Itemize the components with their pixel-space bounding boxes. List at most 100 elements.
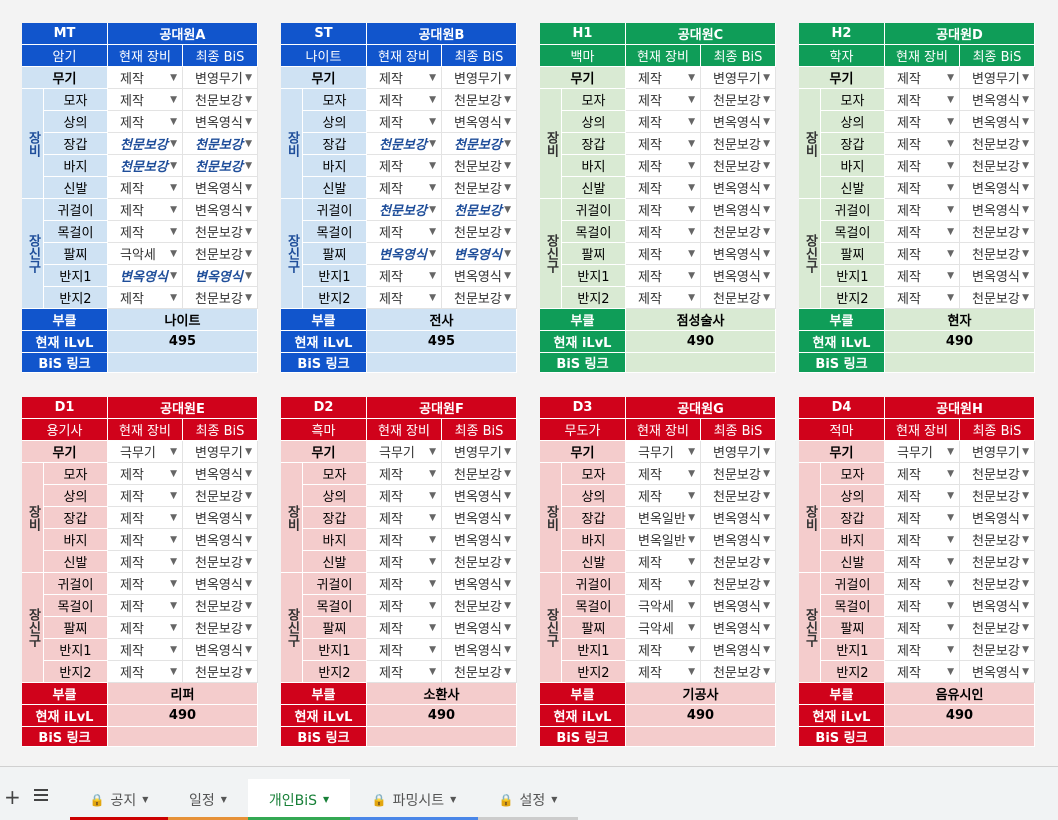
gear-dropdown[interactable]: 제작 ▼ bbox=[885, 177, 960, 199]
gear-dropdown[interactable]: 변옥영식 ▼ bbox=[960, 265, 1035, 287]
gear-dropdown[interactable]: 제작 ▼ bbox=[885, 463, 960, 485]
dropdown-arrow[interactable]: ▼ bbox=[1022, 226, 1029, 237]
dropdown-arrow[interactable]: ▼ bbox=[1022, 666, 1029, 677]
dropdown-arrow[interactable]: ▼ bbox=[947, 512, 954, 523]
gear-dropdown[interactable]: 변옥영식 ▼ bbox=[701, 617, 776, 639]
gear-dropdown[interactable]: 제작 ▼ bbox=[108, 529, 183, 551]
gear-dropdown[interactable]: 제작 ▼ bbox=[885, 287, 960, 309]
gear-dropdown[interactable]: 제작 ▼ bbox=[367, 551, 442, 573]
dropdown-arrow[interactable]: ▼ bbox=[429, 94, 436, 105]
dropdown-arrow[interactable]: ▼ bbox=[1022, 556, 1029, 567]
dropdown-arrow[interactable]: ▼ bbox=[763, 248, 770, 259]
add-sheet-button[interactable]: + bbox=[4, 785, 21, 809]
dropdown-arrow[interactable]: ▼ bbox=[245, 534, 252, 545]
dropdown-arrow[interactable]: ▼ bbox=[688, 138, 695, 149]
dropdown-arrow[interactable]: ▼ bbox=[170, 468, 177, 479]
dropdown-arrow[interactable]: ▼ bbox=[170, 116, 177, 127]
gear-dropdown[interactable]: 제작 ▼ bbox=[885, 133, 960, 155]
dropdown-arrow[interactable]: ▼ bbox=[170, 512, 177, 523]
dropdown-arrow[interactable]: ▼ bbox=[429, 270, 436, 281]
dropdown-arrow[interactable]: ▼ bbox=[504, 578, 511, 589]
dropdown-arrow[interactable]: ▼ bbox=[429, 622, 436, 633]
dropdown-arrow[interactable]: ▼ bbox=[763, 468, 770, 479]
dropdown-arrow[interactable]: ▼ bbox=[504, 534, 511, 545]
dropdown-arrow[interactable]: ▼ bbox=[763, 160, 770, 171]
dropdown-arrow[interactable]: ▼ bbox=[170, 644, 177, 655]
tab-menu-arrow[interactable]: ▼ bbox=[220, 795, 227, 804]
gear-dropdown[interactable]: 제작 ▼ bbox=[885, 111, 960, 133]
sheet-tab[interactable]: 🔒 설정 ▼ bbox=[478, 779, 578, 820]
dropdown-arrow[interactable]: ▼ bbox=[1022, 490, 1029, 501]
gear-dropdown[interactable]: 천문보강 ▼ bbox=[183, 155, 258, 177]
gear-dropdown[interactable]: 변옥영식 ▼ bbox=[960, 177, 1035, 199]
gear-dropdown[interactable]: 제작 ▼ bbox=[108, 595, 183, 617]
gear-dropdown[interactable]: 제작 ▼ bbox=[108, 221, 183, 243]
gear-dropdown[interactable]: 변영무기 ▼ bbox=[183, 441, 258, 463]
gear-dropdown[interactable]: 천문보강 ▼ bbox=[960, 639, 1035, 661]
dropdown-arrow[interactable]: ▼ bbox=[170, 534, 177, 545]
dropdown-arrow[interactable]: ▼ bbox=[245, 446, 252, 457]
gear-dropdown[interactable]: 제작 ▼ bbox=[367, 67, 442, 89]
gear-dropdown[interactable]: 제작 ▼ bbox=[626, 463, 701, 485]
dropdown-arrow[interactable]: ▼ bbox=[688, 600, 695, 611]
dropdown-arrow[interactable]: ▼ bbox=[504, 248, 511, 259]
gear-dropdown[interactable]: 제작 ▼ bbox=[885, 573, 960, 595]
gear-dropdown[interactable]: 제작 ▼ bbox=[367, 529, 442, 551]
gear-dropdown[interactable]: 제작 ▼ bbox=[108, 287, 183, 309]
dropdown-arrow[interactable]: ▼ bbox=[245, 226, 252, 237]
dropdown-arrow[interactable]: ▼ bbox=[1022, 72, 1029, 83]
gear-dropdown[interactable]: 변옥영식 ▼ bbox=[183, 639, 258, 661]
gear-dropdown[interactable]: 제작 ▼ bbox=[367, 155, 442, 177]
gear-dropdown[interactable]: 제작 ▼ bbox=[885, 199, 960, 221]
gear-dropdown[interactable]: 변옥영식 ▼ bbox=[701, 595, 776, 617]
all-sheets-button[interactable] bbox=[34, 789, 48, 801]
gear-dropdown[interactable]: 제작 ▼ bbox=[885, 67, 960, 89]
gear-dropdown[interactable]: 변옥영식 ▼ bbox=[701, 243, 776, 265]
dropdown-arrow[interactable]: ▼ bbox=[947, 600, 954, 611]
gear-dropdown[interactable]: 변옥영식 ▼ bbox=[442, 111, 517, 133]
gear-dropdown[interactable]: 천문보강 ▼ bbox=[442, 551, 517, 573]
dropdown-arrow[interactable]: ▼ bbox=[1022, 182, 1029, 193]
dropdown-arrow[interactable]: ▼ bbox=[1022, 270, 1029, 281]
gear-dropdown[interactable]: 변옥영식 ▼ bbox=[367, 243, 442, 265]
dropdown-arrow[interactable]: ▼ bbox=[504, 94, 511, 105]
gear-dropdown[interactable]: 변옥영식 ▼ bbox=[108, 265, 183, 287]
gear-dropdown[interactable]: 천문보강 ▼ bbox=[960, 155, 1035, 177]
dropdown-arrow[interactable]: ▼ bbox=[245, 644, 252, 655]
gear-dropdown[interactable]: 천문보강 ▼ bbox=[701, 661, 776, 683]
dropdown-arrow[interactable]: ▼ bbox=[1022, 468, 1029, 479]
gear-dropdown[interactable]: 제작 ▼ bbox=[108, 485, 183, 507]
gear-dropdown[interactable]: 천문보강 ▼ bbox=[960, 133, 1035, 155]
gear-dropdown[interactable]: 극무기 ▼ bbox=[885, 441, 960, 463]
gear-dropdown[interactable]: 변옥영식 ▼ bbox=[701, 265, 776, 287]
dropdown-arrow[interactable]: ▼ bbox=[688, 578, 695, 589]
gear-dropdown[interactable]: 제작 ▼ bbox=[626, 243, 701, 265]
gear-dropdown[interactable]: 천문보강 ▼ bbox=[442, 89, 517, 111]
gear-dropdown[interactable]: 변옥영식 ▼ bbox=[183, 111, 258, 133]
gear-dropdown[interactable]: 제작 ▼ bbox=[885, 243, 960, 265]
dropdown-arrow[interactable]: ▼ bbox=[688, 512, 695, 523]
gear-dropdown[interactable]: 제작 ▼ bbox=[626, 265, 701, 287]
gear-dropdown[interactable]: 천문보강 ▼ bbox=[701, 573, 776, 595]
gear-dropdown[interactable]: 제작 ▼ bbox=[108, 463, 183, 485]
dropdown-arrow[interactable]: ▼ bbox=[688, 94, 695, 105]
dropdown-arrow[interactable]: ▼ bbox=[504, 270, 511, 281]
dropdown-arrow[interactable]: ▼ bbox=[245, 160, 252, 171]
dropdown-arrow[interactable]: ▼ bbox=[947, 578, 954, 589]
gear-dropdown[interactable]: 변옥영식 ▼ bbox=[183, 529, 258, 551]
gear-dropdown[interactable]: 제작 ▼ bbox=[367, 89, 442, 111]
dropdown-arrow[interactable]: ▼ bbox=[688, 72, 695, 83]
gear-dropdown[interactable]: 극악세 ▼ bbox=[108, 243, 183, 265]
gear-dropdown[interactable]: 제작 ▼ bbox=[367, 617, 442, 639]
gear-dropdown[interactable]: 제작 ▼ bbox=[367, 177, 442, 199]
gear-dropdown[interactable]: 변옥영식 ▼ bbox=[183, 463, 258, 485]
gear-dropdown[interactable]: 제작 ▼ bbox=[626, 661, 701, 683]
gear-dropdown[interactable]: 변옥영식 ▼ bbox=[701, 507, 776, 529]
gear-dropdown[interactable]: 제작 ▼ bbox=[626, 287, 701, 309]
dropdown-arrow[interactable]: ▼ bbox=[763, 578, 770, 589]
dropdown-arrow[interactable]: ▼ bbox=[763, 226, 770, 237]
gear-dropdown[interactable]: 제작 ▼ bbox=[626, 177, 701, 199]
gear-dropdown[interactable]: 제작 ▼ bbox=[367, 265, 442, 287]
dropdown-arrow[interactable]: ▼ bbox=[170, 72, 177, 83]
gear-dropdown[interactable]: 변옥영식 ▼ bbox=[960, 661, 1035, 683]
